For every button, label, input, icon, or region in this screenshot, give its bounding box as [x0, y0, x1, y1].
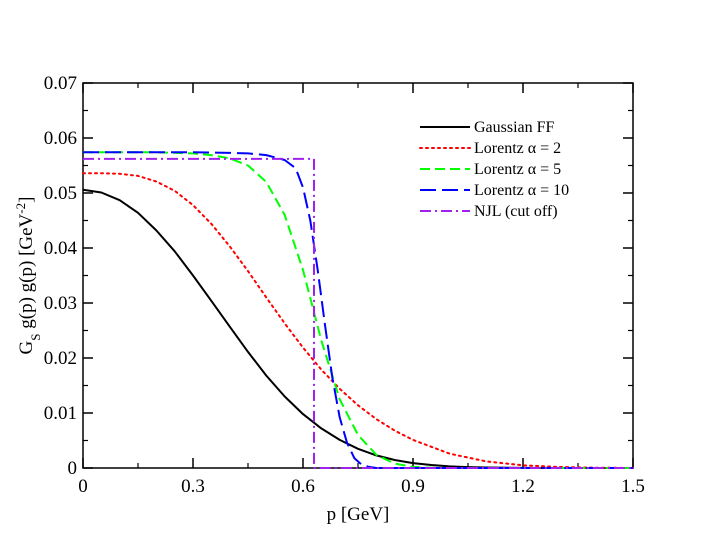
- y-axis-label-main: G: [16, 340, 37, 354]
- legend-label-3: Lorentz α = 5: [474, 161, 561, 178]
- legend: Gaussian FF Lorentz α = 2 Lorentz α = 5 Lor…: [419, 119, 569, 220]
- y-tick-label: 0.07: [44, 73, 77, 94]
- y-tick-label: 0.01: [44, 403, 77, 424]
- x-tick-label: 0.3: [181, 476, 205, 497]
- ticks-layer: 0 0.3 0.6 0.9 1.2 1.5 0 0.01 0.02 0.03 0.04 0.05 0.0…: [44, 73, 645, 497]
- legend-label-4: Lorentz α = 10: [474, 182, 569, 199]
- legend-label-5: NJL (cut off): [474, 203, 558, 220]
- y-axis-label-rest: g(p) g(p) [GeV: [16, 213, 37, 333]
- y-tick-label: 0.03: [44, 293, 77, 314]
- series-layer: [82, 151, 634, 469]
- legend-label-1: Gaussian FF: [474, 119, 555, 136]
- series-line-5: [83, 157, 633, 469]
- y-axis-label-sub: S: [28, 333, 43, 340]
- x-tick-label: 0: [78, 476, 88, 497]
- y-tick-label: 0.06: [44, 128, 77, 149]
- x-tick-label: 0.6: [291, 476, 315, 497]
- x-tick-label: 1.2: [511, 476, 535, 497]
- y-tick-label: 0.04: [44, 238, 78, 259]
- series-line-2: [82, 172, 634, 469]
- y-axis-label-close: ]: [16, 197, 37, 203]
- legend-label-2: Lorentz α = 2: [474, 140, 561, 157]
- y-tick-label: 0.02: [44, 348, 77, 369]
- y-axis-label-exp: -2: [13, 203, 28, 214]
- y-tick-label: 0: [68, 458, 78, 479]
- y-axis-label: GS g(p) g(p) [GeV-2]: [13, 197, 43, 355]
- x-tick-label: 1.5: [621, 476, 645, 497]
- series-line-4: [83, 151, 633, 469]
- x-tick-label: 0.9: [401, 476, 425, 497]
- x-axis-label: p [GeV]: [327, 504, 390, 525]
- y-tick-label: 0.05: [44, 183, 77, 204]
- series-line-3: [83, 151, 633, 469]
- series-line-1: [82, 188, 633, 469]
